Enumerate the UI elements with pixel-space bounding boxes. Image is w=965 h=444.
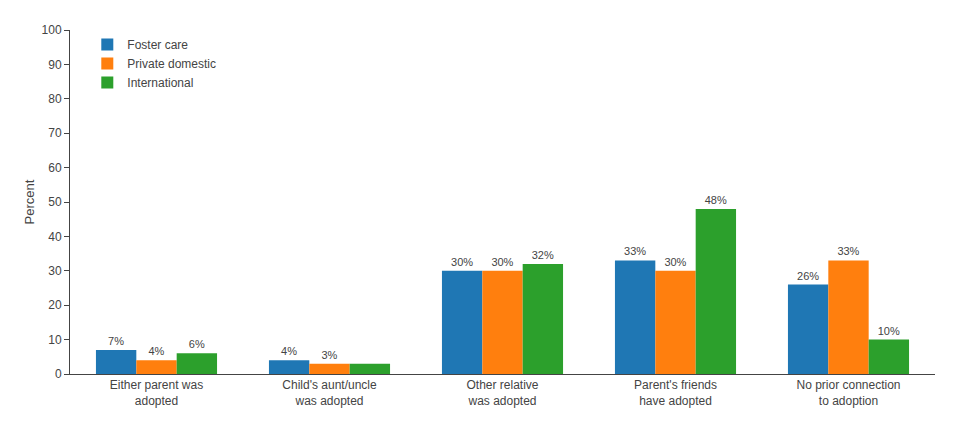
- svg-text:50: 50: [48, 195, 62, 209]
- svg-text:20: 20: [48, 298, 62, 312]
- svg-text:32%: 32%: [532, 249, 554, 261]
- svg-text:10%: 10%: [878, 325, 900, 337]
- svg-text:7%: 7%: [108, 335, 124, 347]
- svg-text:60: 60: [48, 161, 62, 175]
- svg-text:4%: 4%: [281, 345, 297, 357]
- svg-text:Percent: Percent: [22, 179, 37, 224]
- svg-text:26%: 26%: [797, 270, 819, 282]
- svg-text:Parent's friendshave adopted: Parent's friendshave adopted: [634, 378, 717, 408]
- svg-text:3%: 3%: [321, 349, 337, 361]
- svg-text:30%: 30%: [451, 256, 473, 268]
- svg-text:International: International: [127, 76, 193, 90]
- svg-text:70: 70: [48, 126, 62, 140]
- svg-text:30%: 30%: [664, 256, 686, 268]
- svg-text:30%: 30%: [491, 256, 513, 268]
- svg-text:Foster care: Foster care: [127, 38, 188, 52]
- svg-text:100: 100: [42, 23, 62, 37]
- svg-text:Child's aunt/unclewas adopted: Child's aunt/unclewas adopted: [282, 378, 377, 408]
- svg-text:80: 80: [48, 92, 62, 106]
- svg-text:4%: 4%: [148, 345, 164, 357]
- svg-text:Other relativewas adopted: Other relativewas adopted: [466, 378, 538, 408]
- svg-text:40: 40: [48, 230, 62, 244]
- svg-text:48%: 48%: [705, 194, 727, 206]
- svg-text:6%: 6%: [189, 338, 205, 350]
- svg-text:0: 0: [55, 367, 62, 381]
- svg-text:30: 30: [48, 264, 62, 278]
- svg-text:Private domestic: Private domestic: [127, 57, 216, 71]
- svg-text:33%: 33%: [624, 245, 646, 257]
- svg-text:Either parent wasadopted: Either parent wasadopted: [110, 378, 203, 408]
- svg-text:10: 10: [48, 333, 62, 347]
- svg-text:90: 90: [48, 58, 62, 72]
- svg-text:33%: 33%: [837, 245, 859, 257]
- svg-text:No prior connectionto adoption: No prior connectionto adoption: [796, 378, 900, 408]
